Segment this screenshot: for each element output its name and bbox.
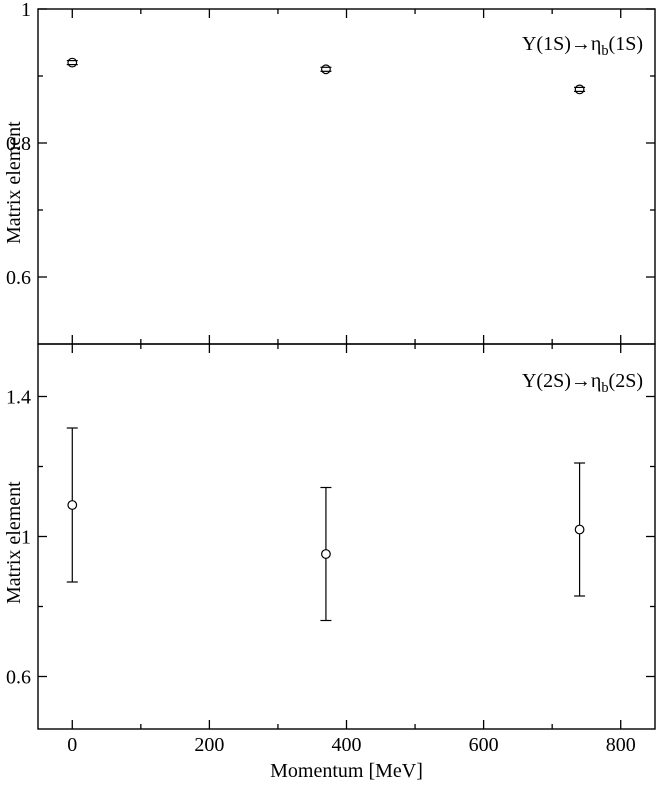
data-point: [67, 57, 78, 68]
annotation-transition-1s: Y(1S)→ηb(1S): [522, 33, 643, 60]
annotation-text: Y(2S)→η: [521, 370, 602, 392]
data-point: [67, 500, 78, 510]
y-axis-label-top: Matrix element: [3, 121, 25, 244]
data-point: [321, 549, 331, 559]
annotation-text: Y(1S)→η: [521, 33, 602, 55]
annotation-subscript: b: [601, 380, 609, 396]
y-axis-label-bottom: Matrix element: [3, 481, 25, 604]
data-point: [321, 64, 331, 75]
data-point: [574, 84, 585, 95]
y-tick-label: 1: [21, 0, 31, 21]
x-tick-label: 200: [194, 734, 224, 756]
x-axis-label: Momentum [MeV]: [270, 760, 423, 782]
annotation-transition-2s: Y(2S)→ηb(2S): [522, 370, 643, 397]
panel-frame: [37, 343, 656, 730]
annotation-text: (1S): [608, 33, 643, 55]
annotation-text: (2S): [608, 370, 643, 392]
x-tick-label: 800: [606, 734, 636, 756]
data-point: [574, 524, 585, 535]
annotation-subscript: b: [601, 43, 609, 59]
y-tick-label: 0.6: [6, 667, 31, 689]
x-tick-label: 0: [67, 734, 77, 756]
y-tick-label: 1.4: [6, 387, 31, 409]
y-tick-label: 0.8: [6, 133, 31, 155]
x-tick-label: 400: [332, 734, 362, 756]
y-tick-label: 1: [21, 527, 31, 549]
x-tick-label: 600: [469, 734, 499, 756]
y-tick-label: 0.6: [6, 267, 31, 289]
